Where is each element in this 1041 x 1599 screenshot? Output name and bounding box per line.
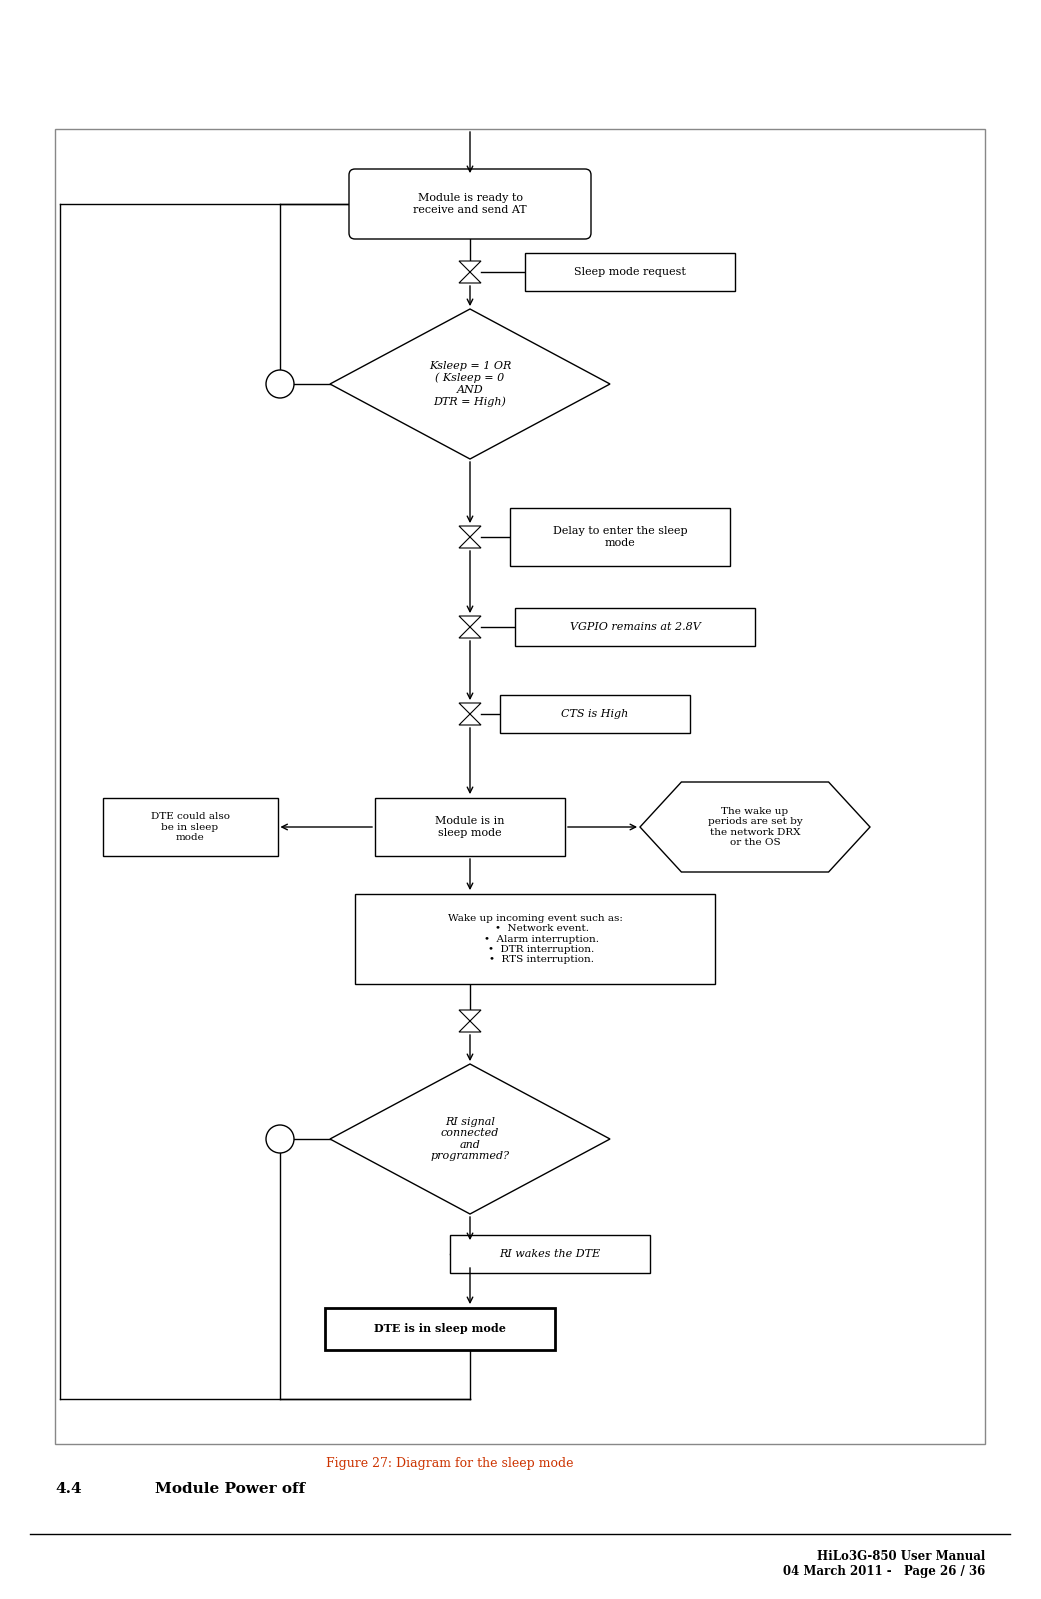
Polygon shape bbox=[459, 1011, 481, 1031]
Polygon shape bbox=[640, 782, 870, 871]
Text: The wake up
periods are set by
the network DRX
or the OS: The wake up periods are set by the netwo… bbox=[708, 807, 803, 847]
Text: Module is ready to
receive and send AT: Module is ready to receive and send AT bbox=[413, 193, 527, 214]
Bar bbox=[375, 798, 565, 855]
Text: DTE is in sleep mode: DTE is in sleep mode bbox=[374, 1324, 506, 1335]
Polygon shape bbox=[459, 526, 481, 548]
Polygon shape bbox=[330, 1063, 610, 1214]
FancyBboxPatch shape bbox=[349, 169, 591, 238]
Text: Ksleep = 1 OR
( Ksleep = 0
AND
DTR = High): Ksleep = 1 OR ( Ksleep = 0 AND DTR = Hig… bbox=[429, 361, 511, 408]
Text: Wake up incoming event such as:
    •  Network event.
    •  Alarm interruption.: Wake up incoming event such as: • Networ… bbox=[448, 913, 623, 964]
Bar bbox=[500, 696, 690, 732]
Text: DTE could also
be in sleep
mode: DTE could also be in sleep mode bbox=[151, 812, 229, 843]
Text: VGPIO remains at 2.8V: VGPIO remains at 2.8V bbox=[569, 622, 701, 632]
Bar bbox=[510, 508, 730, 566]
Polygon shape bbox=[459, 1242, 481, 1265]
Circle shape bbox=[266, 369, 294, 398]
Bar bbox=[102, 798, 278, 855]
Polygon shape bbox=[459, 616, 481, 638]
Bar bbox=[55, 130, 985, 1444]
Bar bbox=[355, 894, 715, 983]
Circle shape bbox=[266, 1126, 294, 1153]
Text: Figure 27: Diagram for the sleep mode: Figure 27: Diagram for the sleep mode bbox=[326, 1458, 574, 1471]
Text: Delay to enter the sleep
mode: Delay to enter the sleep mode bbox=[553, 526, 687, 548]
Text: Sleep mode request: Sleep mode request bbox=[574, 267, 686, 277]
Text: Module Power off: Module Power off bbox=[155, 1482, 305, 1497]
Polygon shape bbox=[330, 309, 610, 459]
Bar bbox=[325, 1308, 555, 1350]
Polygon shape bbox=[459, 704, 481, 724]
Bar bbox=[450, 1234, 650, 1273]
Bar bbox=[515, 608, 755, 646]
Text: RI wakes the DTE: RI wakes the DTE bbox=[500, 1249, 601, 1258]
Text: Module is in
sleep mode: Module is in sleep mode bbox=[435, 815, 505, 838]
Bar bbox=[525, 253, 735, 291]
Text: HiLo3G-850 User Manual
04 March 2011 -   Page 26 / 36: HiLo3G-850 User Manual 04 March 2011 - P… bbox=[783, 1549, 985, 1578]
Text: CTS is High: CTS is High bbox=[561, 708, 629, 720]
Text: 4.4: 4.4 bbox=[55, 1482, 81, 1497]
Text: RI signal
connected
and
programmed?: RI signal connected and programmed? bbox=[430, 1116, 509, 1161]
Polygon shape bbox=[459, 261, 481, 283]
